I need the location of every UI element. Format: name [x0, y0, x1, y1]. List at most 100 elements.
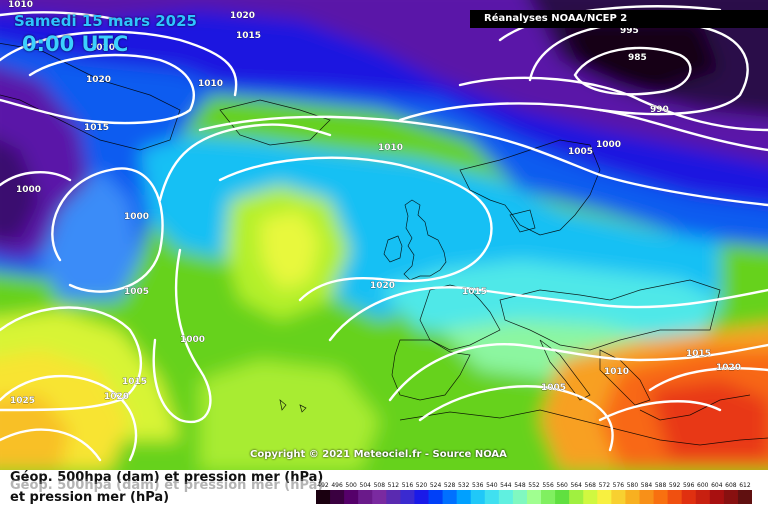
- colorbar-swatch: [512, 490, 528, 504]
- colorbar-tick-label: 492: [317, 482, 329, 489]
- isobar-label: 1000: [180, 335, 205, 345]
- colorbar-swatch: [597, 490, 612, 504]
- isobar-1020-greenland: [0, 30, 238, 97]
- isobar-label: 1010: [604, 367, 629, 377]
- isobar-label: 1010: [8, 0, 33, 10]
- isobar-1015-east: [598, 400, 722, 422]
- colorbar-swatch: [667, 490, 683, 504]
- isobar-1010-atlantic: [158, 123, 332, 202]
- isobar-label: 1020: [370, 281, 395, 291]
- isobar-label: 1020: [716, 363, 741, 373]
- colorbar-swatch: [344, 490, 359, 504]
- colorbar-swatch: [639, 490, 655, 504]
- colorbar-swatch: [498, 490, 514, 504]
- colorbar-swatch: [442, 490, 458, 504]
- colorbar-tick-label: 544: [500, 482, 512, 489]
- colorbar-tick-label: 496: [331, 482, 343, 489]
- isobar-label: 990: [650, 105, 669, 115]
- data-source-banner: Réanalyses NOAA/NCEP 2: [470, 10, 768, 28]
- colorbar-swatch: [611, 490, 626, 504]
- colorbar-tick-label: 540: [486, 482, 498, 489]
- legend-title-shadow: Géop. 500hpa (dam) et pression mer (hPa): [10, 478, 324, 493]
- colorbar-swatch: [625, 490, 640, 504]
- isobar-985-low: [573, 46, 692, 96]
- colorbar-swatch: [484, 490, 500, 504]
- isobar-1020-anticyclone: [218, 156, 493, 302]
- colorbar-swatch: [372, 490, 387, 504]
- colorbar-tick-label: 500: [345, 482, 357, 489]
- colorbar-tick-label: 584: [641, 482, 653, 489]
- colorbar-swatch: [695, 490, 711, 504]
- central-europe-outline: [499, 279, 721, 351]
- ireland-outline: [383, 235, 403, 263]
- isobar-label: 1020: [86, 75, 111, 85]
- colorbar-tick-label: 532: [458, 482, 470, 489]
- great-britain-outline: [403, 199, 447, 281]
- colorbar-swatch: [681, 490, 697, 504]
- isobar-1000-west: [0, 171, 72, 187]
- colorbar-tick-label: 524: [430, 482, 442, 489]
- isobar-label: 1005: [124, 287, 149, 297]
- colorbar-swatch: [709, 490, 725, 504]
- colorbar-tick-label: 580: [627, 482, 639, 489]
- colorbar-tick-label: 520: [416, 482, 428, 489]
- colorbar-tick-label: 508: [374, 482, 386, 489]
- colorbar-tick-label: 552: [528, 482, 540, 489]
- colorbar-tick-label: 564: [570, 482, 582, 489]
- isobar-1010-south: [388, 343, 768, 402]
- isobar-1010-nw: [0, 11, 122, 22]
- isobar-1000-low: [152, 248, 212, 424]
- map-time: 0:00 UTC: [22, 32, 129, 56]
- isobar-label: 1000: [596, 140, 621, 150]
- colorbar-tick-label: 596: [683, 482, 695, 489]
- isobar-label: 1015: [122, 377, 147, 387]
- isobar-1005-med: [418, 385, 614, 452]
- colorbar-swatch: [456, 490, 472, 504]
- isobar-label: 995: [620, 26, 639, 36]
- colorbar-swatch: [569, 490, 584, 504]
- colorbar-swatch: [723, 490, 739, 504]
- colorbar-swatch: [330, 490, 345, 504]
- isobar-label: 1015: [462, 287, 487, 297]
- isobar-label: 1005: [541, 383, 566, 393]
- colorbar-swatch: [653, 490, 669, 504]
- colorbar-swatch: [386, 490, 401, 504]
- colorbar-swatch: [358, 490, 373, 504]
- colorbar-swatch: [414, 490, 430, 504]
- colorbar-tick-label: 588: [655, 482, 667, 489]
- isobar-1000-north: [458, 76, 768, 132]
- geopotential-colorbar: 492 496 500 504 508 512 516 520 524 528 532 536 540 5…: [316, 482, 752, 504]
- eastern-mediterranean-coast: [639, 394, 751, 421]
- colorbar-tick-label: 600: [697, 482, 709, 489]
- colorbar-swatch: [737, 490, 752, 504]
- isobar-1010-europe: [198, 115, 768, 207]
- isobar-label: 1025: [10, 396, 35, 406]
- isobar-label: 1010: [198, 79, 223, 89]
- isobar-label: 1015: [236, 31, 261, 41]
- colorbar-tick-label: 568: [585, 482, 597, 489]
- balkans-outline: [599, 349, 651, 406]
- colorbar-tick-label: 576: [613, 482, 625, 489]
- isobar-1015-sw: [0, 306, 143, 412]
- colorbar-tick-label: 548: [514, 482, 526, 489]
- colorbar-tick-label: 612: [739, 482, 751, 489]
- isobar-1015-greenland: [0, 53, 195, 125]
- iceland-outline: [219, 99, 331, 146]
- colorbar-tick-label: 608: [725, 482, 737, 489]
- colorbar-tick-label: 560: [556, 482, 568, 489]
- denmark-outline: [509, 209, 536, 233]
- colorbar-tick-label: 572: [599, 482, 611, 489]
- colorbar-tick-label: 504: [360, 482, 372, 489]
- isobar-label: 1015: [686, 349, 711, 359]
- north-africa-coast: [399, 409, 768, 446]
- legend-title: Géop. 500hpa (dam) et pression mer (hPa): [10, 470, 324, 485]
- colorbar-swatch: [316, 490, 331, 504]
- colorbar-swatch: [583, 490, 598, 504]
- isobar-1020-sw: [0, 374, 138, 462]
- isobar-label: 1005: [568, 147, 593, 157]
- copyright-notice: Copyright © 2021 Meteociel.fr - Source N…: [250, 449, 507, 460]
- scandinavia-outline: [459, 139, 601, 236]
- colorbar-tick-label: 556: [542, 482, 554, 489]
- isobar-label: 1020: [230, 11, 255, 21]
